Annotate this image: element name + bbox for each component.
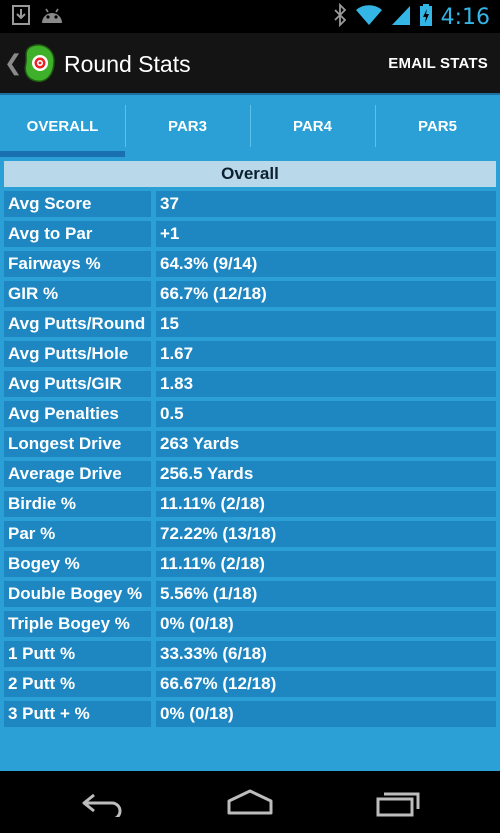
android-icon (40, 5, 64, 30)
stat-value: 0.5 (156, 401, 496, 427)
table-row: GIR % 66.7% (12/18) (4, 281, 496, 307)
stats-content: Overall Avg Score 37 Avg to Par +1 Fairw… (0, 157, 500, 771)
tab-par3[interactable]: PAR3 (125, 95, 250, 157)
stat-value: 66.67% (12/18) (156, 671, 496, 697)
tab-par4[interactable]: PAR4 (250, 95, 375, 157)
table-row: 1 Putt % 33.33% (6/18) (4, 641, 496, 667)
tab-overall[interactable]: OVERALL (0, 95, 125, 157)
table-row: Average Drive 256.5 Yards (4, 461, 496, 487)
stat-label: Avg Putts/GIR (4, 371, 151, 397)
table-row: Triple Bogey % 0% (0/18) (4, 611, 496, 637)
stat-value: 72.22% (13/18) (156, 521, 496, 547)
stats-table: Overall Avg Score 37 Avg to Par +1 Fairw… (4, 161, 496, 731)
stat-label: Bogey % (4, 551, 151, 577)
stat-value: 0% (0/18) (156, 611, 496, 637)
tab-bar: OVERALL PAR3 PAR4 PAR5 (0, 95, 500, 157)
stat-value: 1.83 (156, 371, 496, 397)
stat-value: 33.33% (6/18) (156, 641, 496, 667)
table-row: Avg Score 37 (4, 191, 496, 217)
table-row: Longest Drive 263 Yards (4, 431, 496, 457)
navigation-bar (0, 771, 500, 833)
table-row: Double Bogey % 5.56% (1/18) (4, 581, 496, 607)
status-clock: 4:16 (440, 4, 490, 30)
stat-value: 15 (156, 311, 496, 337)
status-bar: 4:16 (0, 0, 500, 33)
stats-header: Overall (4, 161, 496, 187)
table-row: Bogey % 11.11% (2/18) (4, 551, 496, 577)
tab-par5[interactable]: PAR5 (375, 95, 500, 157)
recent-apps-icon[interactable] (372, 789, 422, 817)
stat-value: 64.3% (9/14) (156, 251, 496, 277)
stat-value: 5.56% (1/18) (156, 581, 496, 607)
app-logo-icon[interactable] (20, 43, 58, 85)
stat-value: 0% (0/18) (156, 701, 496, 727)
stat-label: Avg Score (4, 191, 151, 217)
stat-label: 3 Putt + % (4, 701, 151, 727)
stat-value: +1 (156, 221, 496, 247)
stat-value: 66.7% (12/18) (156, 281, 496, 307)
stat-label: Longest Drive (4, 431, 151, 457)
table-row: Avg to Par +1 (4, 221, 496, 247)
signal-icon (391, 4, 411, 31)
stat-label: 1 Putt % (4, 641, 151, 667)
table-row: Birdie % 11.11% (2/18) (4, 491, 496, 517)
table-row: Avg Putts/Hole 1.67 (4, 341, 496, 367)
table-row: Avg Putts/GIR 1.83 (4, 371, 496, 397)
back-icon[interactable] (78, 789, 128, 821)
email-stats-button[interactable]: EMAIL STATS (388, 55, 488, 72)
table-row: Fairways % 64.3% (9/14) (4, 251, 496, 277)
bluetooth-icon (333, 2, 347, 32)
download-icon (12, 5, 30, 30)
home-icon[interactable] (225, 789, 275, 817)
table-row: Par % 72.22% (13/18) (4, 521, 496, 547)
action-bar: ❮ Round Stats EMAIL STATS (0, 33, 500, 95)
stat-label: Avg Putts/Round (4, 311, 151, 337)
stat-value: 263 Yards (156, 431, 496, 457)
stat-value: 256.5 Yards (156, 461, 496, 487)
wifi-icon (355, 4, 383, 31)
stat-label: Double Bogey % (4, 581, 151, 607)
screen-title: Round Stats (64, 51, 191, 77)
stat-label: Birdie % (4, 491, 151, 517)
stat-label: Triple Bogey % (4, 611, 151, 637)
stat-label: Avg Putts/Hole (4, 341, 151, 367)
stat-label: Avg Penalties (4, 401, 151, 427)
table-row: Avg Penalties 0.5 (4, 401, 496, 427)
stat-label: 2 Putt % (4, 671, 151, 697)
stat-label: Par % (4, 521, 151, 547)
stat-label: GIR % (4, 281, 151, 307)
table-row: Avg Putts/Round 15 (4, 311, 496, 337)
stat-value: 11.11% (2/18) (156, 491, 496, 517)
table-row: 2 Putt % 66.67% (12/18) (4, 671, 496, 697)
table-row: 3 Putt + % 0% (0/18) (4, 701, 496, 727)
stat-label: Fairways % (4, 251, 151, 277)
up-chevron-icon[interactable]: ❮ (4, 50, 23, 75)
stat-label: Average Drive (4, 461, 151, 487)
battery-charging-icon (419, 3, 433, 32)
stat-value: 37 (156, 191, 496, 217)
stat-value: 1.67 (156, 341, 496, 367)
stat-label: Avg to Par (4, 221, 151, 247)
stat-value: 11.11% (2/18) (156, 551, 496, 577)
